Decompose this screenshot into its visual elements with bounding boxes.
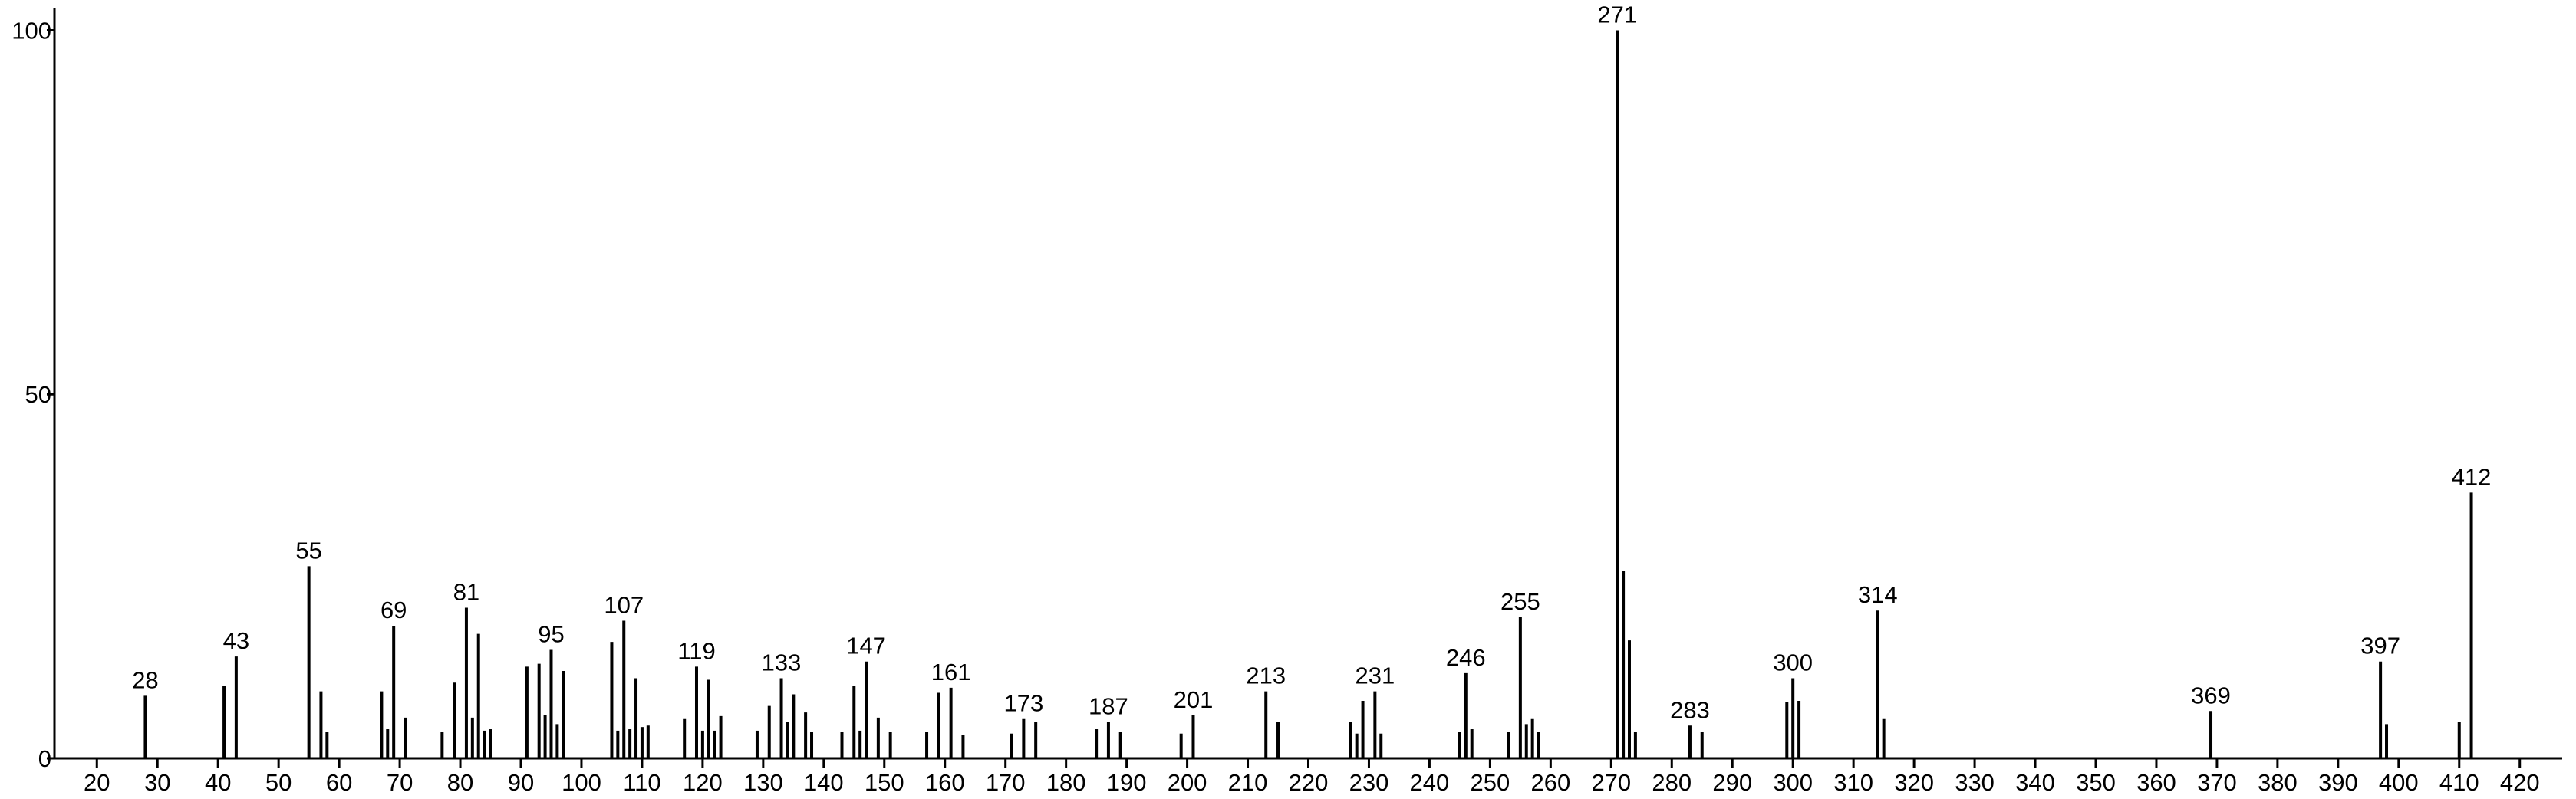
peak-label: 133	[762, 649, 802, 676]
peak-label: 246	[1446, 644, 1486, 671]
x-tick-label: 310	[1833, 769, 1873, 796]
peak-label: 161	[931, 659, 971, 686]
peak-label: 119	[677, 637, 715, 664]
peak-label: 271	[1597, 1, 1637, 28]
peak-label: 55	[295, 537, 321, 564]
x-tick-label: 170	[986, 769, 1026, 796]
x-tick-label: 40	[205, 769, 231, 796]
x-tick-label: 180	[1046, 769, 1086, 796]
peak-label: 95	[538, 621, 564, 648]
x-tick-label: 80	[447, 769, 473, 796]
x-tick-label: 370	[2197, 769, 2237, 796]
x-tick-label: 20	[84, 769, 110, 796]
x-tick-label: 330	[1955, 769, 1995, 796]
peak-label: 81	[453, 578, 479, 605]
x-tick-label: 380	[2258, 769, 2298, 796]
x-tick-label: 120	[683, 769, 723, 796]
peak-label: 28	[132, 666, 158, 693]
y-tick-label: 0	[38, 745, 51, 772]
x-tick-label: 320	[1894, 769, 1934, 796]
x-tick-label: 280	[1652, 769, 1692, 796]
x-tick-label: 130	[743, 769, 783, 796]
peak-label: 187	[1089, 693, 1128, 720]
x-tick-label: 420	[2500, 769, 2540, 796]
x-tick-label: 60	[326, 769, 352, 796]
peak-label: 397	[2360, 633, 2400, 659]
y-tick-label: 100	[12, 17, 51, 44]
peak-label: 147	[846, 633, 886, 659]
peak-label: 201	[1174, 686, 1214, 713]
x-tick-label: 160	[925, 769, 965, 796]
peak-label: 107	[604, 592, 644, 619]
peak-label: 69	[380, 597, 407, 623]
x-tick-label: 90	[508, 769, 534, 796]
x-tick-label: 70	[387, 769, 413, 796]
x-tick-label: 140	[804, 769, 844, 796]
x-tick-label: 190	[1107, 769, 1147, 796]
peak-label: 213	[1246, 663, 1286, 689]
y-tick-label: 50	[25, 381, 51, 408]
x-tick-label: 110	[623, 769, 660, 796]
x-tick-label: 290	[1712, 769, 1752, 796]
peak-label: 173	[1004, 690, 1044, 717]
x-tick-label: 360	[2136, 769, 2176, 796]
x-tick-label: 340	[2015, 769, 2055, 796]
peak-label: 255	[1500, 588, 1540, 615]
x-tick-label: 210	[1228, 769, 1268, 796]
x-tick-label: 350	[2076, 769, 2116, 796]
x-tick-label: 220	[1289, 769, 1329, 796]
x-tick-label: 270	[1591, 769, 1631, 796]
x-tick-label: 250	[1471, 769, 1510, 796]
x-tick-label: 100	[562, 769, 601, 796]
peak-label: 314	[1858, 581, 1898, 608]
x-tick-label: 30	[144, 769, 170, 796]
x-tick-label: 400	[2379, 769, 2419, 796]
peak-label: 43	[223, 627, 249, 654]
x-tick-label: 390	[2318, 769, 2358, 796]
x-tick-label: 230	[1349, 769, 1389, 796]
x-tick-label: 240	[1410, 769, 1450, 796]
x-tick-label: 200	[1168, 769, 1207, 796]
x-tick-label: 150	[865, 769, 904, 796]
peak-label: 300	[1773, 649, 1813, 676]
x-tick-label: 50	[265, 769, 292, 796]
x-tick-label: 410	[2439, 769, 2479, 796]
peak-label: 412	[2452, 463, 2492, 490]
peak-label: 283	[1670, 696, 1710, 723]
peak-label: 369	[2191, 682, 2231, 709]
x-tick-label: 260	[1530, 769, 1570, 796]
peak-label: 231	[1355, 663, 1395, 689]
x-tick-label: 300	[1773, 769, 1813, 796]
